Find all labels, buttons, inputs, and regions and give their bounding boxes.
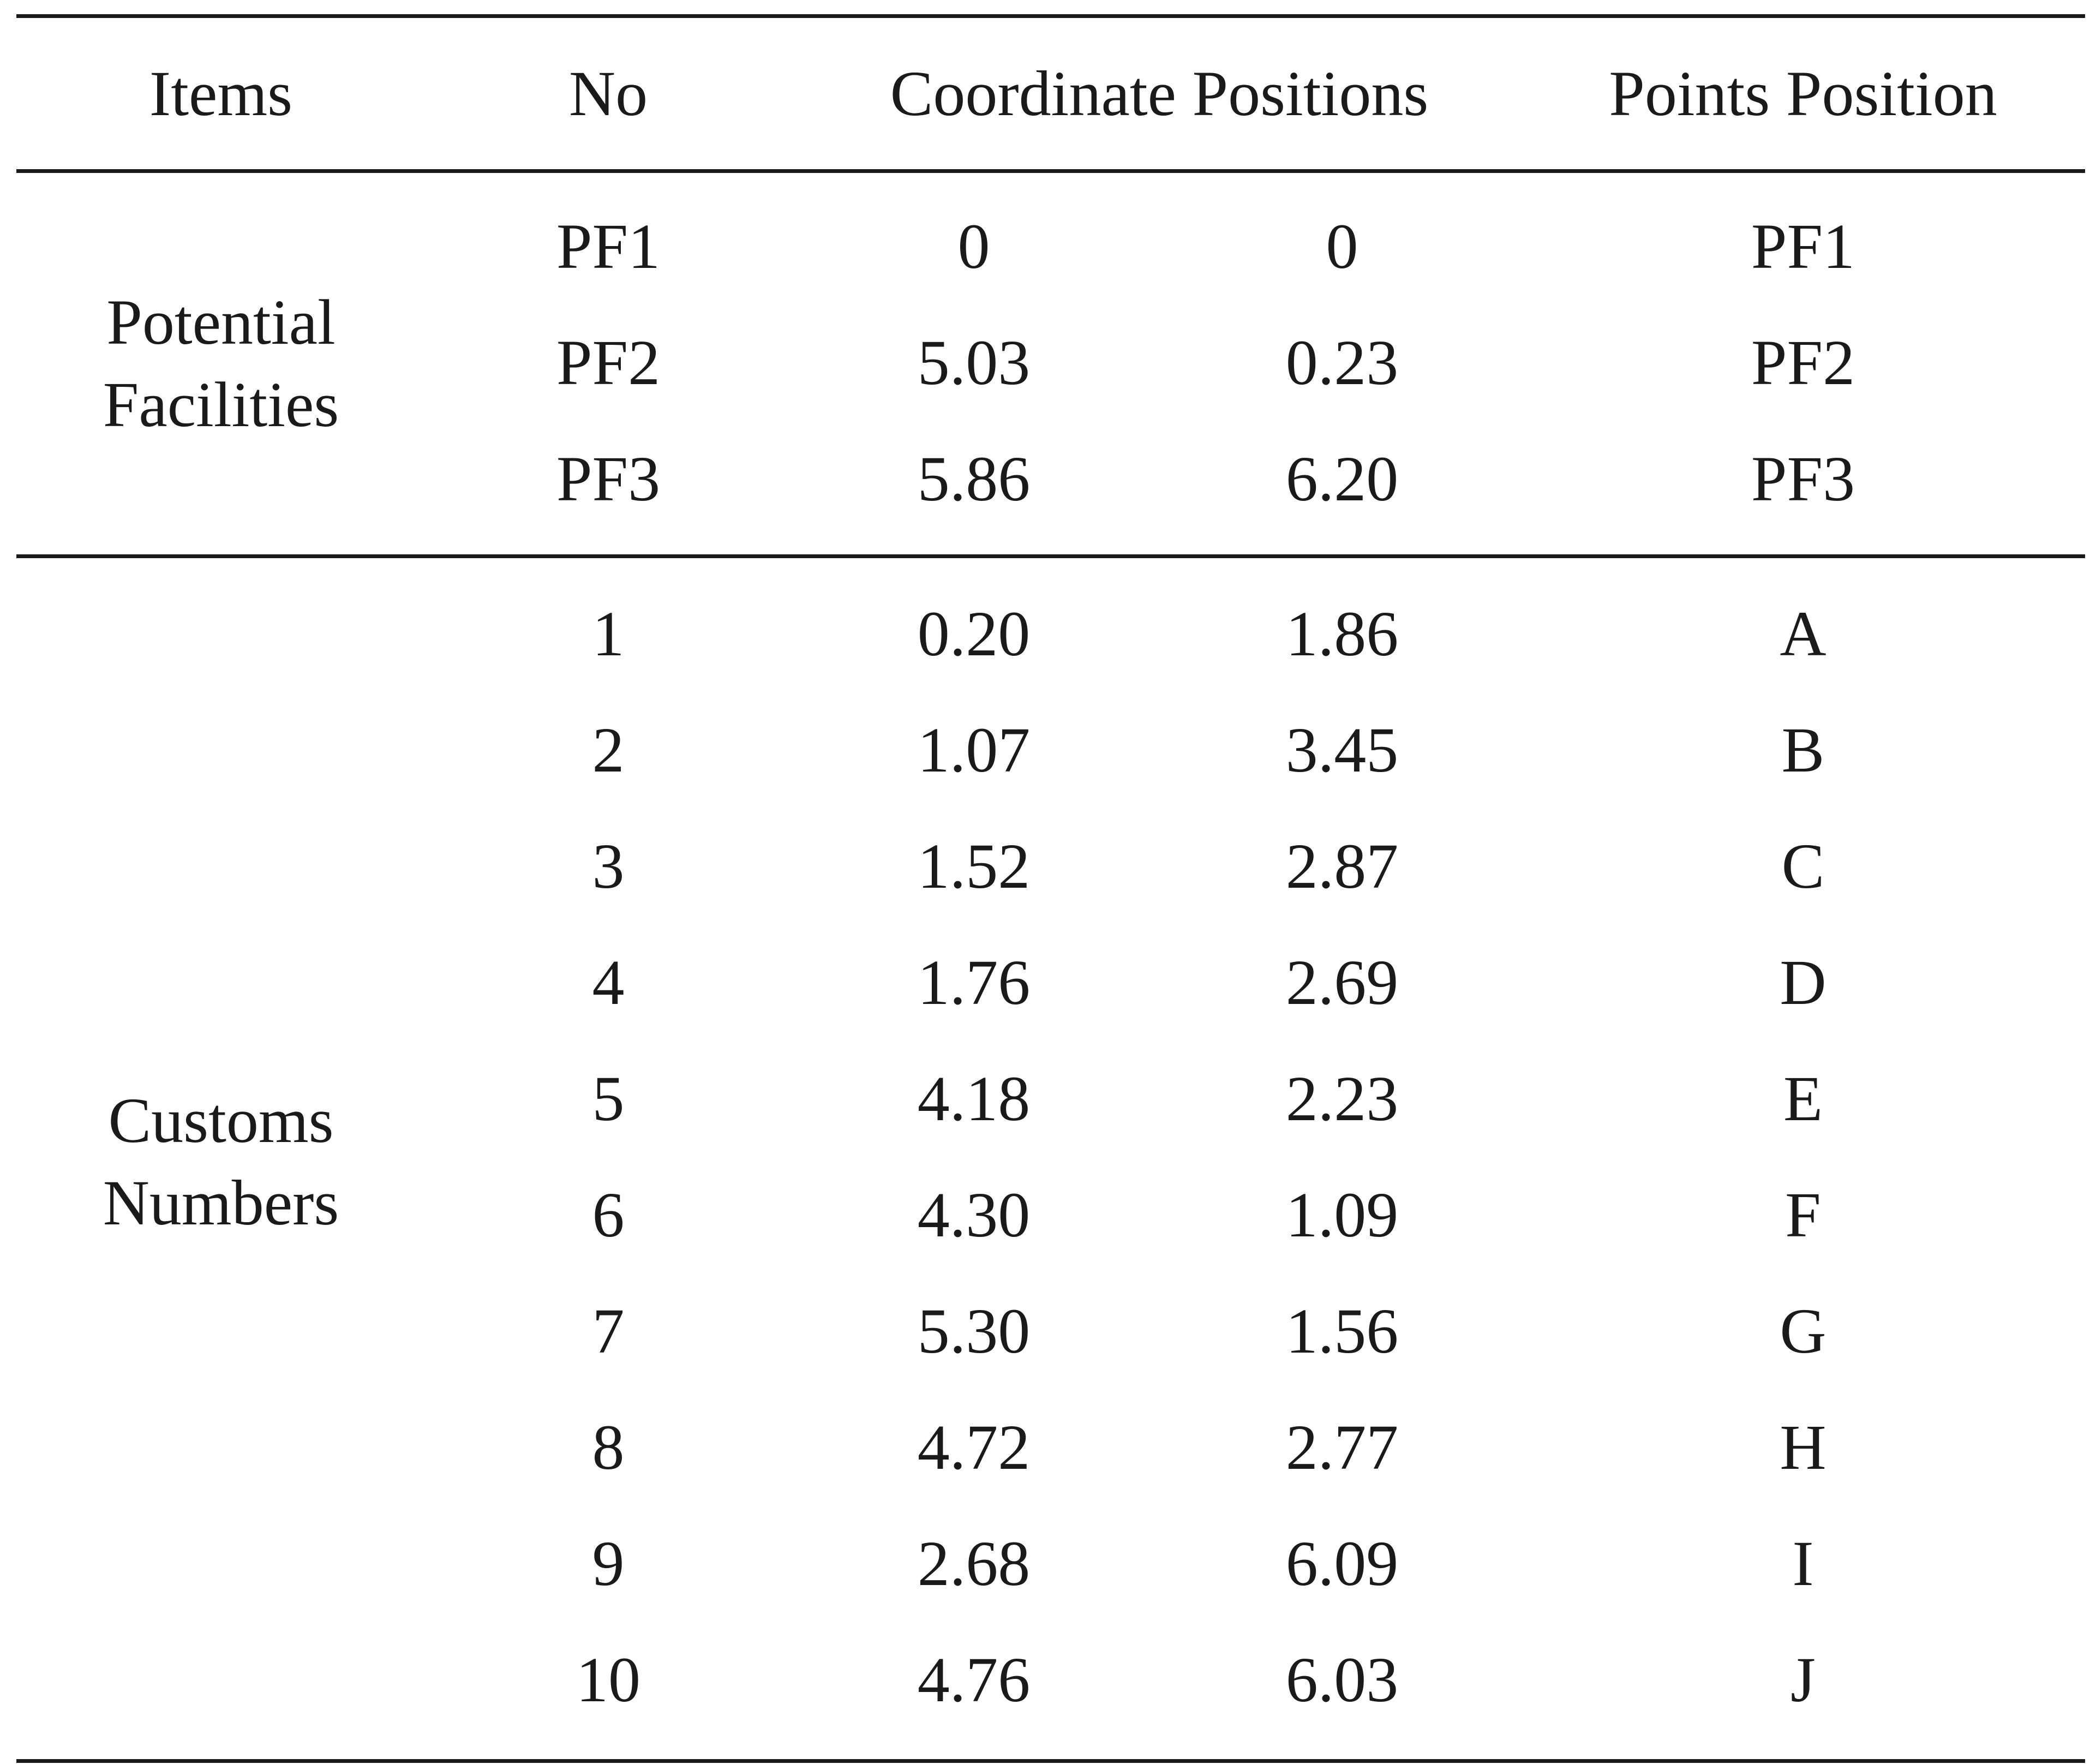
row-coordinate-x: 5.86	[917, 443, 1031, 515]
row-coordinate-y: 1.09	[1285, 1179, 1399, 1251]
row-no: 1	[592, 598, 625, 669]
row-point-position: G	[1780, 1295, 1826, 1367]
row-coordinate-y: 3.45	[1285, 714, 1399, 786]
row-point-position: F	[1785, 1179, 1821, 1251]
row-coordinate-y: 6.20	[1285, 443, 1399, 515]
row-no: 4	[592, 947, 625, 1018]
row-coordinate-x: 0	[957, 211, 990, 282]
row-no: 10	[576, 1644, 640, 1715]
row-coordinate-y: 6.09	[1285, 1528, 1399, 1599]
group-label-line: Facilities	[103, 369, 339, 440]
row-point-position: E	[1783, 1063, 1823, 1134]
table-top-rule	[16, 14, 2085, 18]
row-point-position: I	[1792, 1528, 1814, 1599]
row-coordinate-x: 4.76	[917, 1644, 1031, 1715]
row-coordinate-y: 2.23	[1285, 1063, 1399, 1134]
row-coordinate-x: 4.18	[917, 1063, 1031, 1134]
row-coordinate-y: 2.69	[1285, 947, 1399, 1018]
row-coordinate-y: 1.86	[1285, 598, 1399, 669]
row-point-position: D	[1780, 947, 1826, 1018]
row-no: PF2	[556, 327, 661, 398]
row-no: 7	[592, 1295, 625, 1367]
group-label-line: Customs	[108, 1084, 334, 1156]
row-point-position: PF3	[1751, 443, 1855, 515]
row-coordinate-x: 4.72	[917, 1412, 1031, 1483]
group-label-line: Numbers	[103, 1167, 339, 1239]
table-group-divider-rule	[16, 554, 2085, 558]
row-coordinate-y: 0.23	[1285, 327, 1399, 398]
row-coordinate-x: 0.20	[917, 598, 1031, 669]
row-no: 6	[592, 1179, 625, 1251]
row-point-position: J	[1790, 1644, 1816, 1715]
row-coordinate-x: 2.68	[917, 1528, 1031, 1599]
row-no: 3	[592, 830, 625, 902]
header-no: No	[568, 58, 648, 129]
table-header-rule	[16, 169, 2085, 173]
row-point-position: PF2	[1751, 327, 1855, 398]
row-coordinate-y: 6.03	[1285, 1644, 1399, 1715]
row-no: 2	[592, 714, 625, 786]
row-point-position: A	[1780, 598, 1826, 669]
row-coordinate-y: 0	[1326, 211, 1358, 282]
row-coordinate-x: 1.07	[917, 714, 1031, 786]
row-coordinate-x: 5.03	[917, 327, 1031, 398]
row-coordinate-y: 2.87	[1285, 830, 1399, 902]
header-items: Items	[149, 58, 293, 129]
group-label-line: Potential	[106, 286, 336, 358]
group-label-potential-facilities: Potential Facilities	[103, 281, 339, 446]
row-no: PF3	[556, 443, 661, 515]
row-coordinate-x: 1.76	[917, 947, 1031, 1018]
row-point-position: B	[1781, 714, 1825, 786]
row-no: 8	[592, 1412, 625, 1483]
row-no: PF1	[556, 211, 661, 282]
row-no: 9	[592, 1528, 625, 1599]
row-no: 5	[592, 1063, 625, 1134]
row-point-position: PF1	[1751, 211, 1855, 282]
group-label-customs-numbers: Customs Numbers	[103, 1079, 339, 1244]
table-bottom-rule	[16, 1759, 2085, 1763]
row-coordinate-x: 1.52	[917, 830, 1031, 902]
row-coordinate-x: 5.30	[917, 1295, 1031, 1367]
row-point-position: H	[1780, 1412, 1826, 1483]
row-coordinate-y: 2.77	[1285, 1412, 1399, 1483]
row-point-position: C	[1781, 830, 1825, 902]
row-coordinate-x: 4.30	[917, 1179, 1031, 1251]
row-coordinate-y: 1.56	[1285, 1295, 1399, 1367]
header-points-position: Points Position	[1609, 58, 1997, 129]
header-coordinate-positions: Coordinate Positions	[890, 58, 1429, 129]
